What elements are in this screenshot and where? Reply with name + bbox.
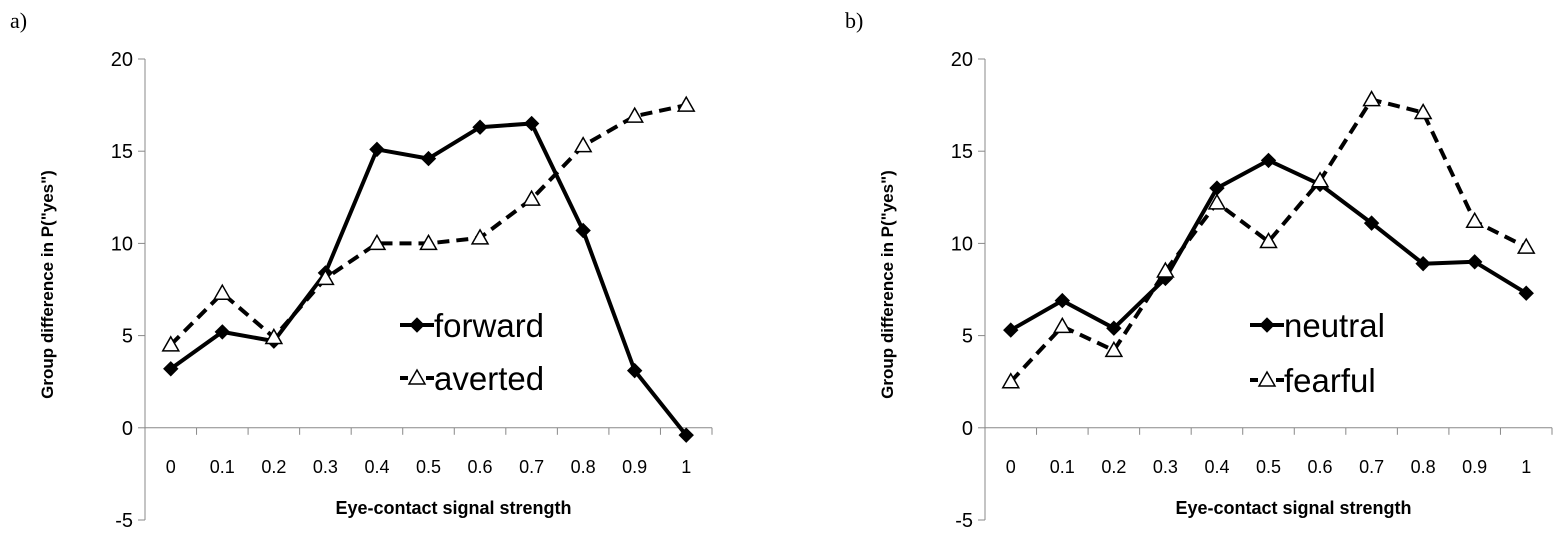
legend-label-neutral: neutral <box>1284 307 1385 344</box>
y-tick-label: 10 <box>111 233 133 255</box>
x-tick-label: 0.8 <box>1411 457 1436 477</box>
panel-a-letter: a) <box>10 8 28 33</box>
y-tick-label: 15 <box>951 141 973 163</box>
x-tick-label: 0.3 <box>313 457 338 477</box>
data-point-fearful <box>1053 316 1072 334</box>
y-tick-label: 20 <box>111 49 133 71</box>
legend-label-averted: averted <box>434 360 544 397</box>
data-point-forward <box>626 362 643 379</box>
legend-marker-averted <box>407 368 427 385</box>
x-axis-title: Eye-contact signal strength <box>1175 498 1411 518</box>
x-tick-label: 0.9 <box>1462 457 1487 477</box>
data-point-forward <box>575 222 591 239</box>
y-tick-label: -5 <box>115 510 133 532</box>
data-point-fearful <box>1413 102 1433 120</box>
x-tick-label: 0.2 <box>1101 457 1126 477</box>
y-tick-label: 0 <box>122 418 133 440</box>
x-tick-label: 0.1 <box>210 457 235 477</box>
data-point-neutral <box>1415 255 1431 272</box>
data-point-fearful <box>1516 237 1536 254</box>
data-point-forward <box>369 141 385 158</box>
data-point-averted <box>522 189 541 206</box>
x-tick-label: 0.4 <box>364 457 389 477</box>
x-tick-label: 0.9 <box>622 457 647 477</box>
chart-panel-a: -5 0 5 10 15 20 0 0.1 0.2 0.3 0.4 0.5 0.6 0.7 0.8 0.9 1 E… <box>38 49 713 532</box>
panel-b-letter: b) <box>845 8 864 33</box>
x-tick-label: 0.6 <box>468 457 493 477</box>
data-point-averted <box>367 233 387 251</box>
legend-label-fearful: fearful <box>1284 362 1376 399</box>
data-point-averted <box>419 233 438 251</box>
y-tick-label: 20 <box>951 49 973 71</box>
data-point-neutral <box>1363 215 1380 231</box>
data-point-fearful <box>1001 372 1021 389</box>
x-tick-label: 0.5 <box>1256 457 1281 477</box>
data-point-forward <box>214 324 231 340</box>
data-point-forward <box>523 115 540 132</box>
data-point-forward <box>678 427 694 443</box>
data-point-neutral <box>1106 320 1122 336</box>
data-point-fearful <box>1362 90 1381 107</box>
x-tick-label: 0.1 <box>1050 457 1075 477</box>
x-tick-label: 0.7 <box>1359 457 1384 477</box>
data-point-fearful <box>1207 193 1227 210</box>
data-point-fearful <box>1104 340 1124 358</box>
data-point-averted <box>470 228 490 245</box>
x-tick-label: 0.2 <box>261 457 286 477</box>
x-tick-label: 0.6 <box>1308 457 1333 477</box>
x-axis-title: Eye-contact signal strength <box>335 498 571 518</box>
data-point-neutral <box>1518 285 1534 301</box>
data-point-averted <box>213 283 232 300</box>
y-tick-label: 10 <box>951 233 973 255</box>
data-point-forward <box>163 361 179 377</box>
legend-marker-forward <box>409 317 425 333</box>
data-point-neutral <box>1260 152 1277 169</box>
legend-label-forward: forward <box>434 307 544 344</box>
data-point-neutral <box>1003 322 1019 338</box>
data-point-neutral <box>1466 254 1483 270</box>
data-point-neutral <box>1054 292 1071 309</box>
legend-marker-fearful <box>1257 370 1277 387</box>
x-tick-label: 0.5 <box>416 457 441 477</box>
data-point-averted <box>316 268 335 286</box>
x-tick-label: 0.7 <box>519 457 544 477</box>
legend-marker-neutral <box>1259 317 1275 333</box>
y-tick-label: 15 <box>111 141 133 163</box>
data-point-averted <box>264 327 284 345</box>
y-tick-label: 0 <box>962 418 973 440</box>
data-point-averted <box>625 106 644 123</box>
y-tick-label: 5 <box>962 326 973 348</box>
series-line-fearful <box>1009 97 1528 384</box>
data-point-averted <box>161 335 181 352</box>
x-tick-label: 0 <box>166 457 176 477</box>
data-point-averted <box>573 136 593 153</box>
data-point-fearful <box>1310 171 1330 188</box>
data-point-forward <box>420 150 437 167</box>
series-line-averted <box>169 103 687 347</box>
x-tick-label: 0.3 <box>1153 457 1178 477</box>
x-tick-label: 0.4 <box>1204 457 1229 477</box>
data-point-averted <box>676 95 696 112</box>
x-tick-label: 1 <box>1521 457 1531 477</box>
y-axis-title: Group difference in P("yes") <box>38 170 57 399</box>
y-axis-title: Group difference in P("yes") <box>878 170 897 399</box>
data-point-forward <box>472 119 488 135</box>
chart-panel-b: -5 0 5 10 15 20 0 0.1 0.2 0.3 0.4 0.5 0.6 0.7 0.8 0.9 1 E… <box>878 49 1553 532</box>
x-tick-label: 0.8 <box>571 457 596 477</box>
x-tick-label: 1 <box>681 457 691 477</box>
series-line-forward <box>169 121 688 437</box>
data-point-fearful <box>1259 232 1278 249</box>
data-point-fearful <box>1156 261 1175 278</box>
x-tick-label: 0 <box>1006 457 1016 477</box>
data-point-fearful <box>1465 211 1484 229</box>
y-tick-label: -5 <box>955 510 973 532</box>
y-tick-label: 5 <box>122 326 133 348</box>
